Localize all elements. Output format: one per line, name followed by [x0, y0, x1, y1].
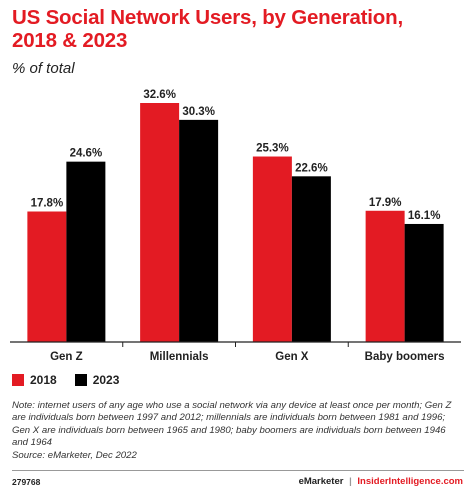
chart-id: 279768	[12, 477, 41, 487]
bar-2018-gen-x	[252, 156, 292, 342]
legend-item-2023: 2023	[74, 373, 120, 387]
x-tick-label-baby-boomers: Baby boomers	[365, 351, 445, 363]
brand-separator: |	[349, 476, 352, 487]
bar-2023-gen-x	[291, 176, 331, 342]
chart-title: US Social Network Users, by Generation, …	[12, 6, 403, 52]
source-text: Source: eMarketer, Dec 2022	[12, 449, 137, 461]
bar-2023-baby-boomers	[404, 223, 444, 342]
brand-emarketer: eMarketer	[298, 476, 344, 487]
bar-2023-millennials	[179, 119, 219, 342]
footer: 279768 eMarketer | InsiderIntelligence.c…	[0, 470, 471, 495]
data-label-2018-baby-boomers: 17.9%	[369, 197, 402, 209]
bar-2018-gen-z	[27, 211, 67, 342]
data-label-2023-millennials: 30.3%	[182, 106, 215, 118]
brand-insider-link[interactable]: InsiderIntelligence.com	[357, 476, 463, 487]
legend-label-2018: 2018	[30, 373, 57, 387]
chart-note: Note: internet users of any age who use …	[12, 400, 464, 462]
x-tick-label-gen-x: Gen X	[275, 351, 309, 363]
legend-label-2023: 2023	[92, 373, 120, 387]
legend-swatch-2018	[12, 374, 24, 386]
bar-2023-gen-z	[66, 161, 106, 342]
data-label-2023-gen-z: 24.6%	[70, 148, 103, 160]
data-label-2018-gen-z: 17.8%	[31, 198, 64, 210]
note-text: Note: internet users of any age who use …	[12, 400, 452, 449]
legend-swatch-2023	[74, 374, 87, 386]
chart-subtitle: % of total	[12, 60, 75, 77]
brand-credit: eMarketer | InsiderIntelligence.com	[299, 476, 463, 487]
x-tick-label-gen-z: Gen Z	[50, 351, 83, 363]
bar-2018-millennials	[140, 103, 180, 342]
legend-item-2018: 2018	[12, 373, 57, 387]
bar-2018-baby-boomers	[365, 210, 405, 342]
data-label-2023-gen-x: 22.6%	[295, 162, 328, 174]
data-label-2023-baby-boomers: 16.1%	[408, 210, 441, 222]
footer-divider	[12, 470, 464, 471]
bar-chart: 17.8% 24.6% Gen Z 32.6% 30.3% Millennials 25.3…	[10, 89, 461, 363]
data-label-2018-millennials: 32.6%	[143, 89, 176, 101]
data-label-2018-gen-x: 25.3%	[256, 143, 289, 155]
legend: 2018 2023	[12, 373, 119, 387]
x-tick-label-millennials: Millennials	[150, 351, 209, 363]
